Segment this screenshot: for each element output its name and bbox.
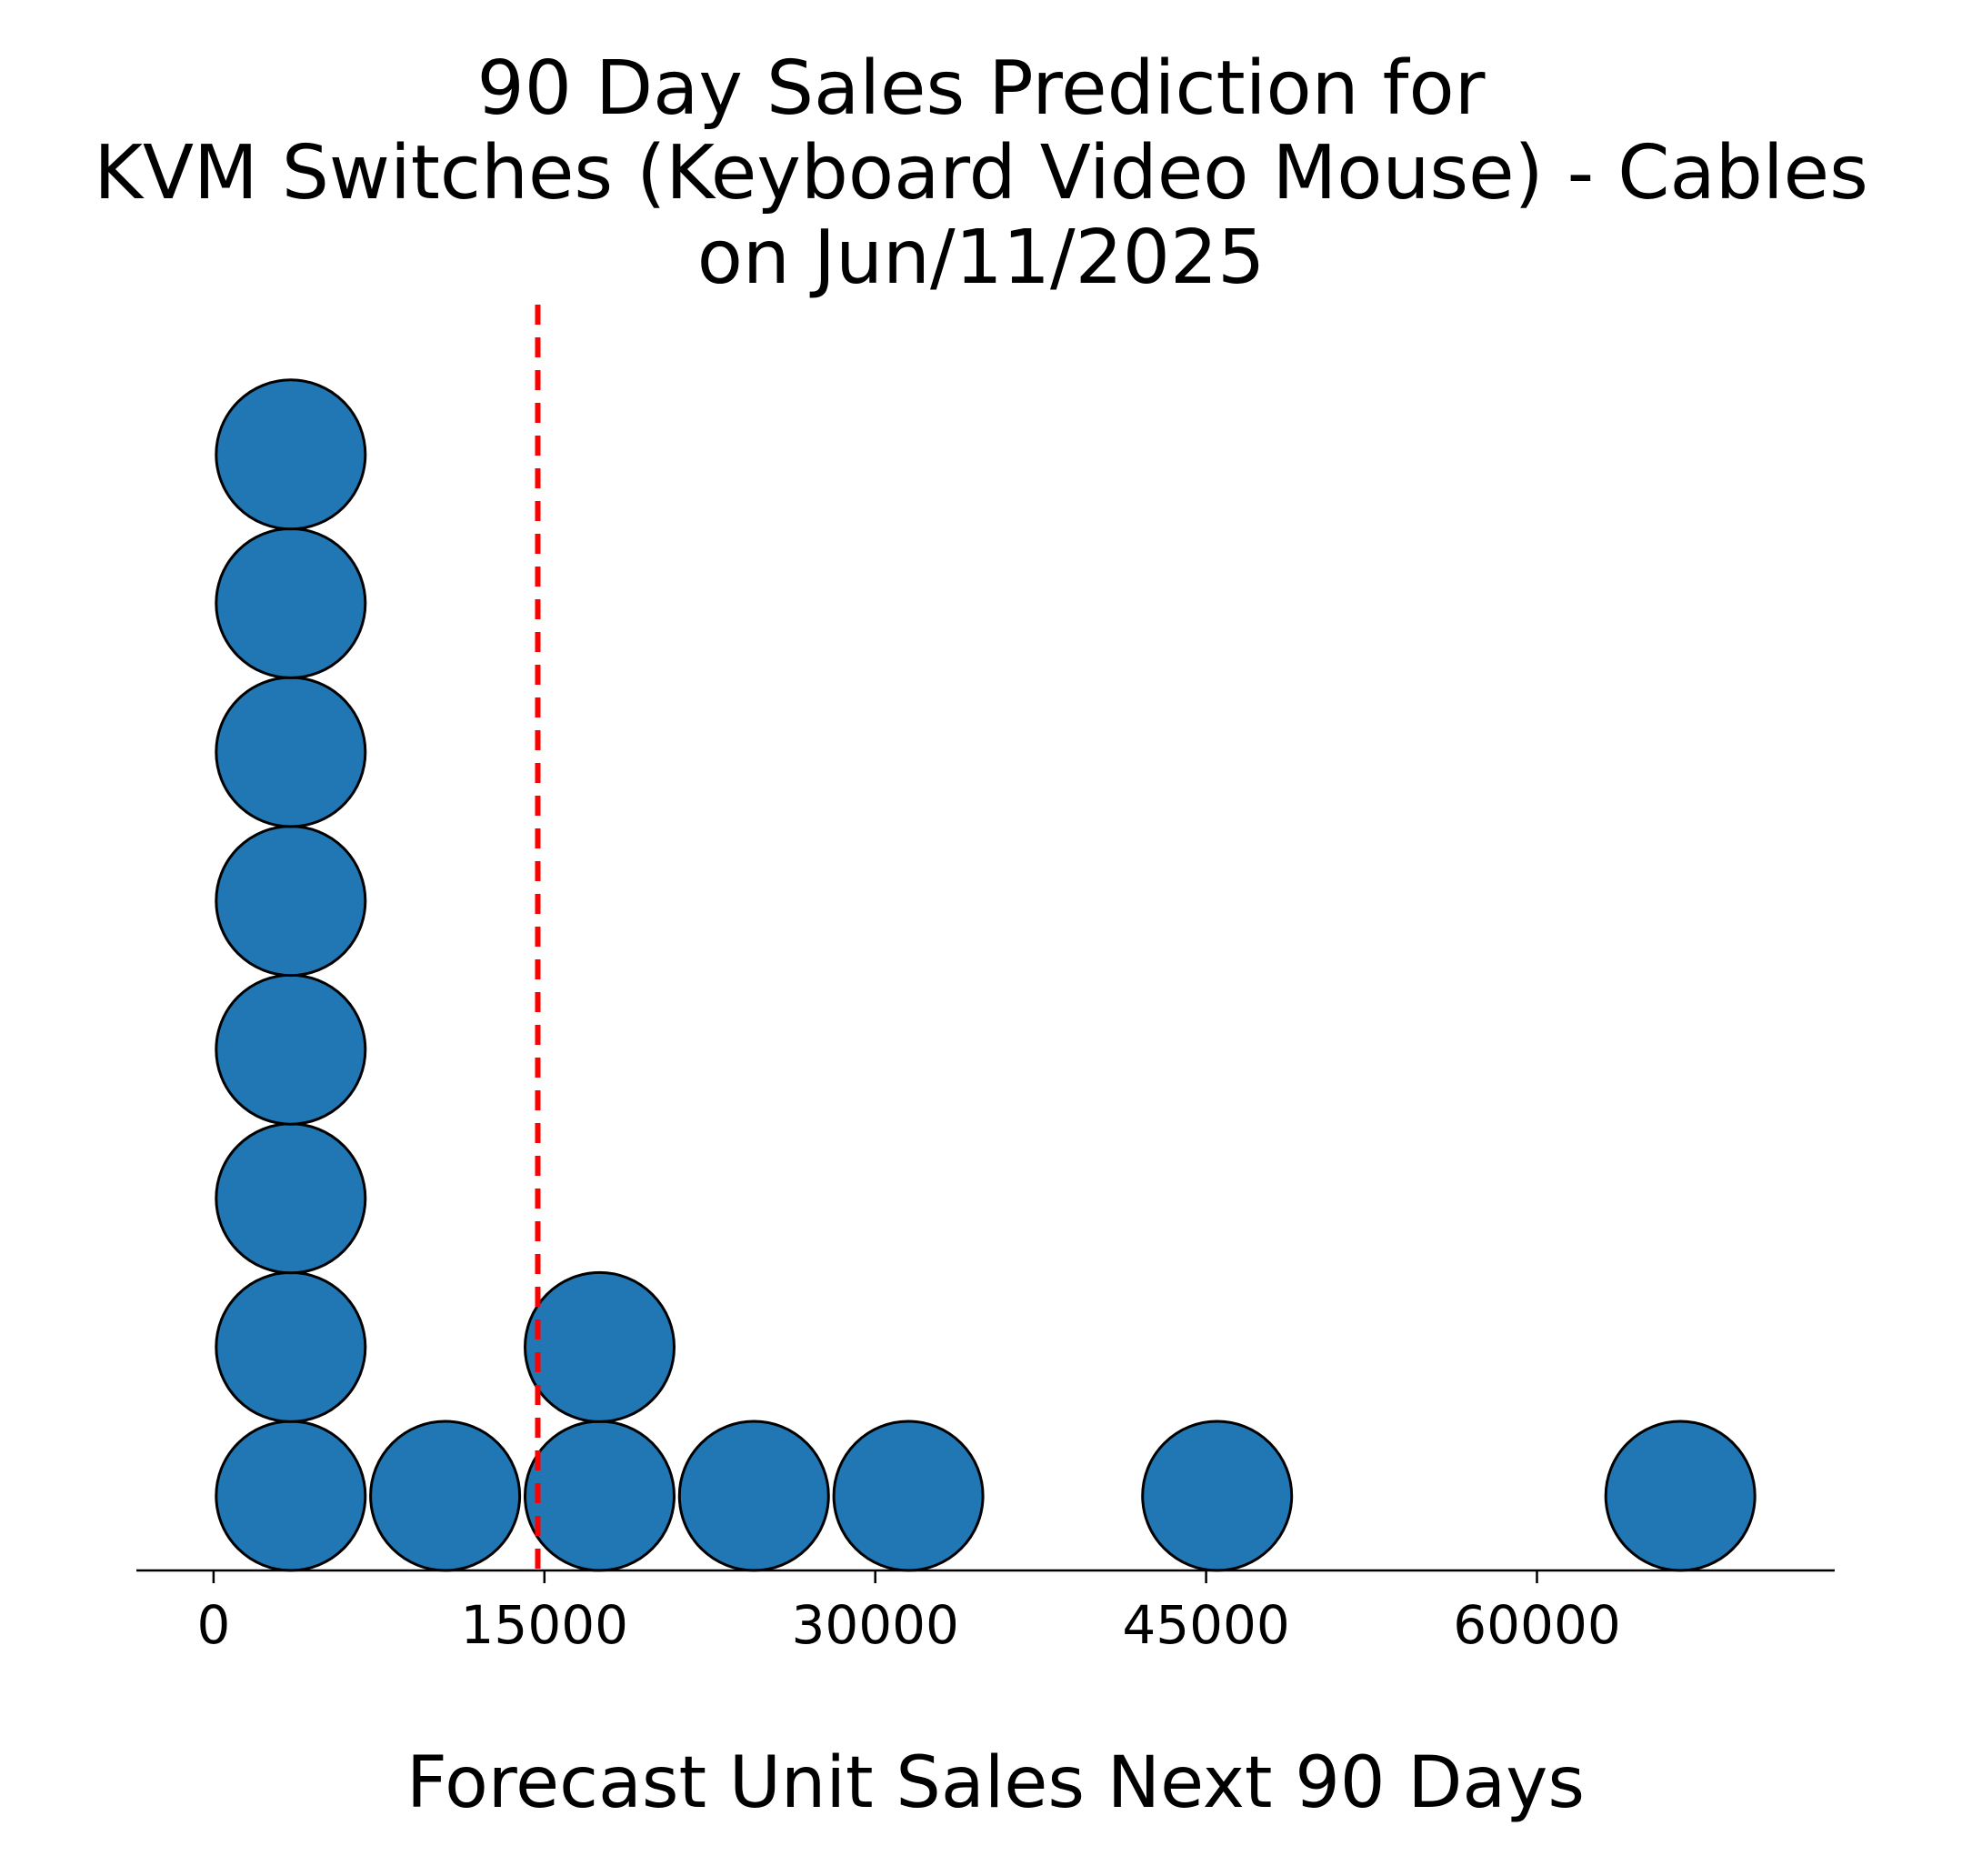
data-points [215,378,1757,1572]
data-point [215,378,367,531]
data-point [215,825,367,978]
data-point [677,1420,830,1572]
x-axis-label: Forecast Unit Sales Next 90 Days [406,1742,1585,1824]
chart-title: 90 Day Sales Prediction for KVM Switches… [94,45,1868,301]
x-tick-label: 45000 [1122,1594,1290,1656]
data-point [215,1122,367,1275]
data-point [215,676,367,828]
x-tick-label: 0 [196,1594,230,1656]
data-point [832,1420,985,1572]
chart-title-line-2: KVM Switches (Keyboard Video Mouse) - Ca… [94,130,1868,216]
data-point [215,973,367,1126]
data-point [1141,1420,1294,1572]
x-axis: 0 15000 30000 45000 60000 [136,1569,1835,1656]
chart-title-line-3: on Jun/11/2025 [697,215,1266,301]
data-point [369,1420,522,1572]
data-point [215,1270,367,1423]
chart-title-line-1: 90 Day Sales Prediction for [477,45,1486,132]
data-point [215,1420,367,1572]
x-tick-label: 30000 [791,1594,959,1656]
data-point [524,1270,676,1423]
data-point [1604,1420,1757,1572]
x-tick-label: 15000 [461,1594,629,1656]
x-tick-label: 60000 [1453,1594,1621,1656]
data-point [524,1420,676,1572]
data-point [215,527,367,679]
